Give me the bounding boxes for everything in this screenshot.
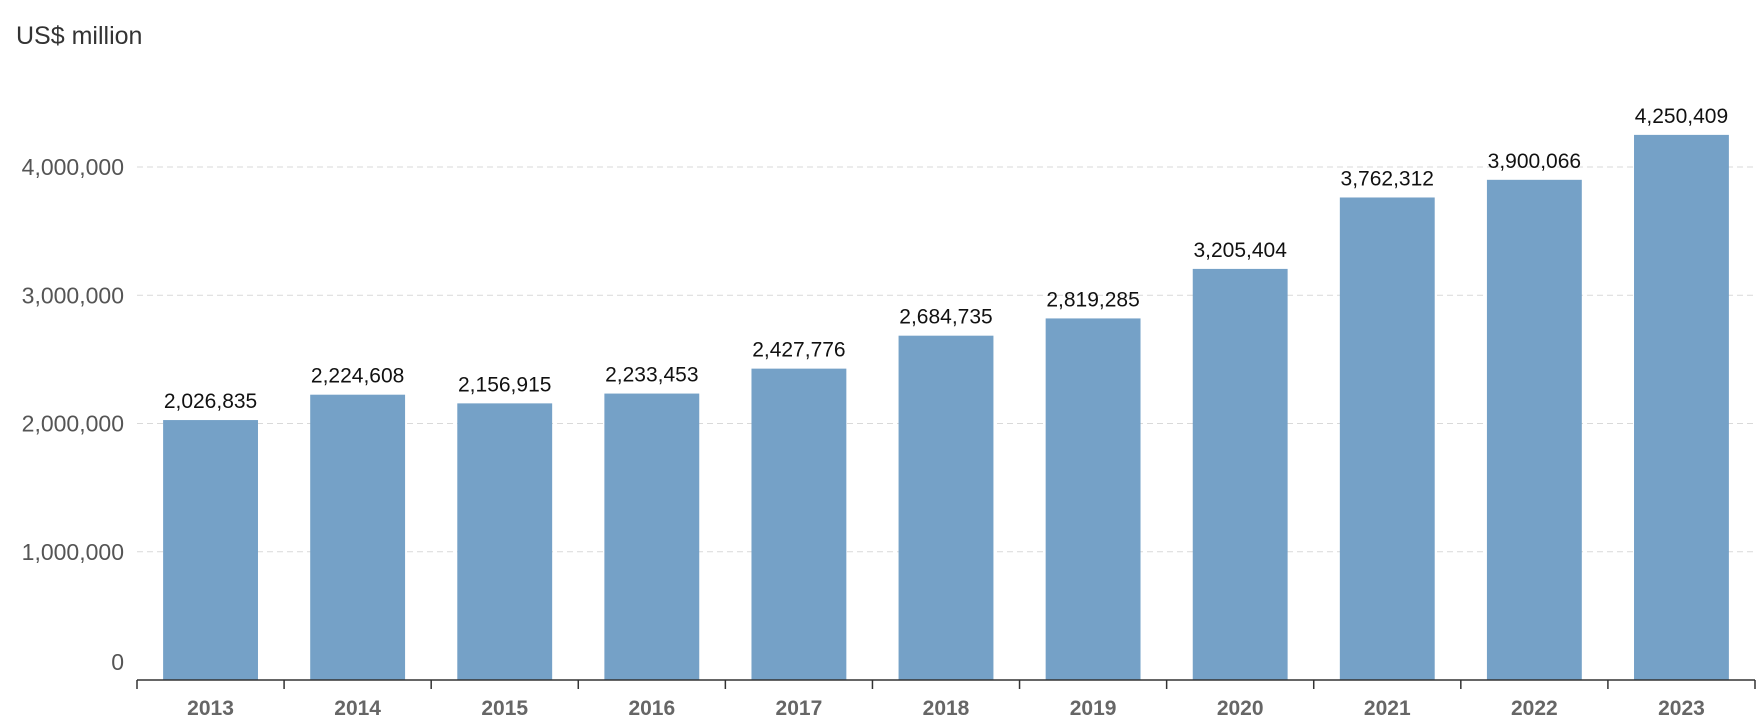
bar (1634, 134, 1729, 681)
data-label: 2,233,453 (605, 364, 698, 387)
x-tick-label: 2014 (334, 697, 381, 720)
bar (1192, 268, 1288, 680)
y-tick-label: 1,000,000 (22, 539, 124, 565)
bar (1339, 197, 1435, 680)
y-tick-label: 0 (111, 649, 124, 675)
data-label: 4,250,409 (1635, 105, 1728, 128)
x-tick-label: 2019 (1070, 697, 1117, 720)
data-label: 2,819,285 (1046, 288, 1139, 311)
data-label: 2,224,608 (311, 365, 404, 388)
y-axis-ticks: 0 1,000,000 2,000,000 3,000,000 4,000,000 (22, 154, 124, 675)
data-label: 2,026,835 (164, 390, 257, 413)
x-tick-label: 2018 (923, 697, 970, 720)
x-tick-label: 2013 (187, 697, 234, 720)
bar (163, 420, 258, 680)
bar (457, 403, 553, 680)
y-tick-label: 4,000,000 (22, 154, 124, 180)
bars (163, 134, 1729, 681)
data-label: 3,205,404 (1193, 239, 1287, 262)
data-label: 2,427,776 (752, 339, 845, 362)
bar (310, 394, 406, 680)
data-label: 3,900,066 (1488, 150, 1581, 173)
x-tick-label: 2017 (776, 697, 823, 720)
x-tick-label: 2023 (1658, 697, 1705, 720)
x-tick-label: 2020 (1217, 697, 1264, 720)
bar (1045, 318, 1141, 680)
data-label: 2,156,915 (458, 373, 551, 396)
x-tick-label: 2021 (1364, 697, 1411, 720)
bar (751, 368, 847, 680)
bar (604, 393, 700, 680)
data-label: 3,762,312 (1341, 167, 1434, 190)
x-tick-label: 2022 (1511, 697, 1558, 720)
y-axis-unit-label: US$ million (16, 22, 143, 50)
y-tick-label: 2,000,000 (22, 411, 124, 437)
bar (898, 335, 994, 680)
x-tick-label: 2016 (628, 697, 675, 720)
bar (1486, 179, 1582, 680)
data-label: 2,684,735 (899, 306, 992, 329)
y-tick-label: 3,000,000 (22, 282, 124, 308)
x-tick-label: 2015 (481, 697, 528, 720)
x-axis: 2013 2014 2015 2016 2017 2018 2019 2020 2021 2022… (136, 679, 1756, 720)
data-labels: 2,026,835 2,224,608 2,156,915 2,233,453 2,42… (164, 105, 1728, 413)
